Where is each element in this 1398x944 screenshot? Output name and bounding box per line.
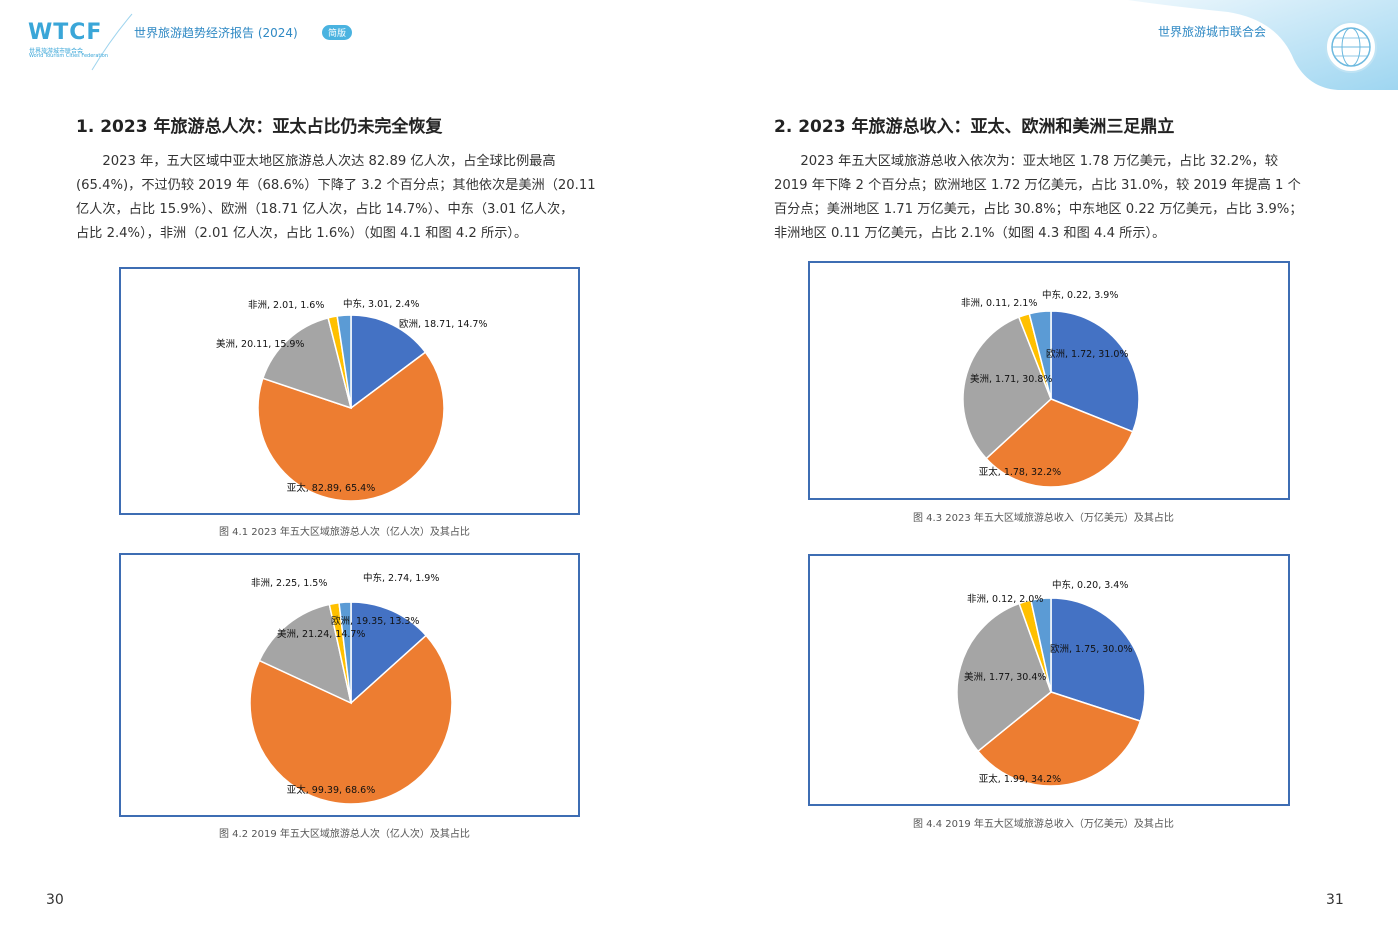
pie-slice-europe <box>1050 310 1140 433</box>
logo-subtitle-en: World Tourism Cities Federation <box>29 53 108 59</box>
data-label-europe: 欧洲, 19.35, 13.3% <box>331 615 419 627</box>
pie-slice-europe <box>1050 597 1146 723</box>
pie-slice-middle-east <box>338 601 352 704</box>
pie-slice-americas <box>956 602 1052 753</box>
left-paragraph: 2023 年，五大区域中亚太地区旅游总人次达 82.89 亿人次，占全球比例最高… <box>76 150 596 246</box>
right-section-title: 2. 2023 年旅游总收入：亚太、欧洲和美洲三足鼎立 <box>774 117 1175 137</box>
pie-slice-asia-pacific <box>249 634 453 805</box>
pie-chart-4-4: 欧洲, 1.75, 30.0% 亚太, 1.99, 34.2% 美洲, 1.77, … <box>956 579 1146 787</box>
right-paragraph-line: 非洲地区 0.11 万亿美元，占比 2.1%（如图 4.3 和图 4.4 所示）… <box>774 226 1166 241</box>
pie-slice-americas <box>261 316 353 410</box>
data-label-europe: 欧洲, 1.75, 30.0% <box>1050 643 1132 655</box>
data-label-americas: 美洲, 1.77, 30.4% <box>964 671 1046 683</box>
pie-slice-asia-pacific <box>976 691 1142 787</box>
left-paragraph-line: 占比 2.4%），非洲（2.01 亿人次，占比 1.6%）（如图 4.1 和图 … <box>76 226 528 241</box>
data-label-asia-pacific: 亚太, 1.99, 34.2% <box>979 773 1061 785</box>
left-paragraph-line: 2023 年，五大区域中亚太地区旅游总人次达 82.89 亿人次，占全球比例最高 <box>76 154 556 169</box>
data-label-americas: 美洲, 21.24, 14.7% <box>277 628 365 640</box>
left-paragraph-line: (65.4%)，不过仍较 2019 年（68.6%）下降了 3.2 个百分点；其… <box>76 178 596 193</box>
logo-subtitle-cn: 世界旅游城市联合会 <box>29 48 84 55</box>
data-label-americas: 美洲, 1.71, 30.8% <box>970 373 1052 385</box>
figure-caption-4-2: 图 4.2 2019 年五大区域旅游总人次（亿人次）及其占比 <box>219 829 470 840</box>
data-label-europe: 欧洲, 1.72, 31.0% <box>1046 348 1128 360</box>
page-number-right: 31 <box>1326 892 1344 908</box>
left-section-title: 1. 2023 年旅游总人次：亚太占比仍未完全恢复 <box>76 117 443 137</box>
data-label-asia-pacific: 亚太, 99.39, 68.6% <box>287 784 375 796</box>
pie-slice-europe <box>350 601 428 705</box>
data-label-africa: 非洲, 0.11, 2.1% <box>961 297 1037 309</box>
pie-chart-4-2: 欧洲, 19.35, 13.3% 亚太, 99.39, 68.6% 美洲, 21.2… <box>249 572 453 805</box>
data-label-europe: 欧洲, 18.71, 14.7% <box>399 318 487 330</box>
chart-4-1: 欧洲, 18.71, 14.7% 亚太, 82.89, 65.4% 美洲, 20.1… <box>119 267 580 515</box>
data-label-africa: 非洲, 2.25, 1.5% <box>251 577 327 589</box>
figure-caption-4-3: 图 4.3 2023 年五大区域旅游总收入（万亿美元）及其占比 <box>913 513 1174 524</box>
chart-4-3: 欧洲, 1.72, 31.0% 亚太, 1.78, 32.2% 美洲, 1.71, … <box>808 261 1290 500</box>
chart-4-2: 欧洲, 19.35, 13.3% 亚太, 99.39, 68.6% 美洲, 21.2… <box>119 553 580 817</box>
pie-slice-middle-east <box>1030 597 1052 693</box>
report-title: 世界旅游趋势经济报告 (2024) <box>134 26 298 40</box>
header-right-decoration <box>1128 0 1398 90</box>
right-paragraph: 2023 年五大区域旅游总收入依次为：亚太地区 1.78 万亿美元，占比 32.… <box>774 150 1303 246</box>
data-label-middle-east: 中东, 0.22, 3.9% <box>1042 289 1118 301</box>
data-label-africa: 非洲, 2.01, 1.6% <box>248 299 324 311</box>
header-left-decoration <box>0 0 138 72</box>
pie-chart-4-1: 欧洲, 18.71, 14.7% 亚太, 82.89, 65.4% 美洲, 20.1… <box>216 298 487 502</box>
figure-caption-4-1: 图 4.1 2023 年五大区域旅游总人次（亿人次）及其占比 <box>219 527 470 538</box>
data-label-americas: 美洲, 20.11, 15.9% <box>216 338 304 350</box>
data-label-middle-east: 中东, 2.74, 1.9% <box>363 572 439 584</box>
pie-slice-americas <box>962 316 1052 460</box>
data-label-asia-pacific: 亚太, 82.89, 65.4% <box>287 482 375 494</box>
chart-4-4: 欧洲, 1.75, 30.0% 亚太, 1.99, 34.2% 美洲, 1.77, … <box>808 554 1290 806</box>
pie-slice-asia-pacific <box>257 351 445 502</box>
left-paragraph-line: 亿人次，占比 15.9%）、欧洲（18.71 亿人次，占比 14.7%）、中东（… <box>76 202 574 217</box>
right-paragraph-line: 2023 年五大区域旅游总收入依次为：亚太地区 1.78 万亿美元，占比 32.… <box>774 154 1279 169</box>
pie-slice-americas <box>258 603 353 705</box>
pie-slice-middle-east <box>1028 310 1052 400</box>
logo: WTCF <box>28 20 103 45</box>
pie-slice-middle-east <box>336 314 352 409</box>
pie-slice-asia-pacific <box>985 398 1134 488</box>
pie-slice-europe <box>350 314 427 410</box>
data-label-asia-pacific: 亚太, 1.78, 32.2% <box>979 466 1061 478</box>
org-name: 世界旅游城市联合会 <box>1158 25 1267 39</box>
globe-emblem-icon <box>1325 21 1377 73</box>
pie-chart-4-3: 欧洲, 1.72, 31.0% 亚太, 1.78, 32.2% 美洲, 1.71, … <box>961 289 1140 488</box>
right-paragraph-line: 2019 年下降 2 个百分点；欧洲地区 1.72 万亿美元，占比 31.0%，… <box>774 178 1301 193</box>
data-label-middle-east: 中东, 0.20, 3.4% <box>1052 579 1128 591</box>
figure-caption-4-4: 图 4.4 2019 年五大区域旅游总收入（万亿美元）及其占比 <box>913 819 1174 830</box>
data-label-africa: 非洲, 0.12, 2.0% <box>967 593 1043 605</box>
page-number-left: 30 <box>46 892 64 908</box>
edition-badge: 简版 <box>322 25 353 40</box>
right-paragraph-line: 百分点；美洲地区 1.71 万亿美元，占比 30.8%；中东地区 0.22 万亿… <box>774 202 1303 217</box>
data-label-middle-east: 中东, 3.01, 2.4% <box>343 298 419 310</box>
